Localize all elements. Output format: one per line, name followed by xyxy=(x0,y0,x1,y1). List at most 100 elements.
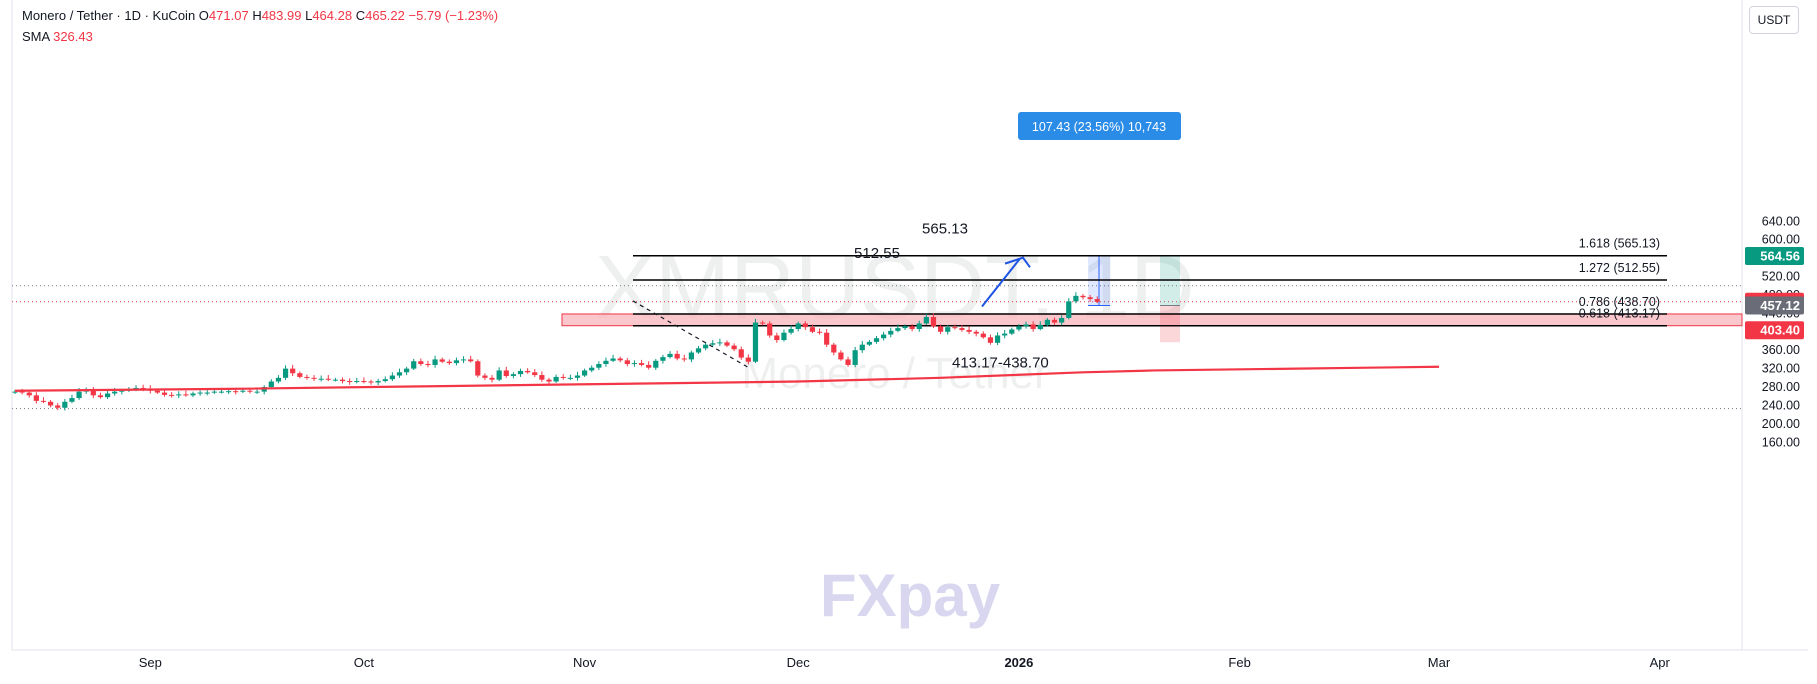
candle[interactable] xyxy=(1030,321,1036,332)
candle[interactable] xyxy=(460,356,467,364)
candle[interactable] xyxy=(1059,315,1065,326)
candle[interactable] xyxy=(1080,294,1086,300)
candle[interactable] xyxy=(959,324,965,332)
sma-polyline[interactable] xyxy=(14,365,1440,392)
candle[interactable] xyxy=(930,313,937,329)
candle[interactable] xyxy=(297,371,303,379)
candle[interactable] xyxy=(553,374,559,383)
candle[interactable] xyxy=(681,354,687,362)
candle[interactable] xyxy=(802,321,808,330)
position-target-zone[interactable] xyxy=(1160,256,1180,306)
candle[interactable] xyxy=(895,324,901,333)
candle[interactable] xyxy=(1094,296,1100,304)
candle[interactable] xyxy=(738,346,744,360)
candle[interactable] xyxy=(816,328,823,335)
candle[interactable] xyxy=(275,375,282,384)
candle[interactable] xyxy=(468,355,474,363)
candle[interactable] xyxy=(389,372,395,382)
candle[interactable] xyxy=(339,377,346,384)
candle[interactable] xyxy=(311,375,317,382)
candle[interactable] xyxy=(489,375,495,383)
candle[interactable] xyxy=(824,329,830,347)
candle[interactable] xyxy=(752,318,759,364)
candle[interactable] xyxy=(1023,321,1029,329)
candle[interactable] xyxy=(325,375,331,382)
candle[interactable] xyxy=(1044,317,1050,327)
candle[interactable] xyxy=(909,323,915,332)
candle[interactable] xyxy=(788,325,794,335)
candle[interactable] xyxy=(161,390,168,397)
candle[interactable] xyxy=(546,377,552,385)
candle[interactable] xyxy=(347,378,353,385)
candle[interactable] xyxy=(1009,327,1015,336)
candle[interactable] xyxy=(40,397,47,404)
candle[interactable] xyxy=(1051,317,1058,325)
candle[interactable] xyxy=(318,375,324,382)
zone-rect[interactable] xyxy=(561,313,1743,327)
candle[interactable] xyxy=(361,377,367,384)
candle[interactable] xyxy=(432,355,438,368)
candle[interactable] xyxy=(1066,298,1072,320)
candle[interactable] xyxy=(589,365,595,373)
candle[interactable] xyxy=(631,360,638,367)
candle[interactable] xyxy=(268,379,274,389)
candle[interactable] xyxy=(282,365,289,381)
candle[interactable] xyxy=(809,324,816,334)
position-stop-zone[interactable] xyxy=(1160,305,1180,343)
candle[interactable] xyxy=(517,368,524,377)
candle[interactable] xyxy=(966,326,972,335)
candle[interactable] xyxy=(945,324,951,335)
candle[interactable] xyxy=(190,391,196,398)
candle[interactable] xyxy=(482,373,488,381)
candle[interactable] xyxy=(368,379,374,385)
candle[interactable] xyxy=(660,354,666,364)
candle[interactable] xyxy=(439,357,445,364)
candle[interactable] xyxy=(574,371,581,381)
candle[interactable] xyxy=(674,350,680,361)
candle[interactable] xyxy=(710,340,716,347)
candle[interactable] xyxy=(69,394,75,404)
candle[interactable] xyxy=(987,334,994,345)
candle[interactable] xyxy=(496,367,502,382)
candle[interactable] xyxy=(596,361,602,371)
candle[interactable] xyxy=(1037,321,1043,331)
candle[interactable] xyxy=(760,320,766,326)
candle[interactable] xyxy=(510,372,516,379)
candle[interactable] xyxy=(888,327,894,338)
candle[interactable] xyxy=(724,340,730,347)
candle[interactable] xyxy=(97,392,104,399)
candle[interactable] xyxy=(688,350,694,363)
candle[interactable] xyxy=(411,358,417,371)
candle[interactable] xyxy=(475,359,481,378)
candle[interactable] xyxy=(382,376,388,383)
candle[interactable] xyxy=(375,378,381,386)
candle[interactable] xyxy=(33,392,39,404)
candle[interactable] xyxy=(404,366,410,376)
candle[interactable] xyxy=(973,329,979,337)
candle[interactable] xyxy=(560,374,566,380)
candle[interactable] xyxy=(169,392,175,398)
candle[interactable] xyxy=(916,320,922,332)
candle[interactable] xyxy=(667,351,673,359)
candle[interactable] xyxy=(838,350,844,361)
candle[interactable] xyxy=(646,361,652,370)
candle[interactable] xyxy=(62,399,68,411)
candle[interactable] xyxy=(774,332,780,343)
candle[interactable] xyxy=(503,366,509,378)
candle[interactable] xyxy=(703,341,709,351)
candle[interactable] xyxy=(90,387,96,399)
candle[interactable] xyxy=(183,390,189,397)
candle[interactable] xyxy=(866,340,872,347)
candle[interactable] xyxy=(55,403,61,411)
candle[interactable] xyxy=(290,364,296,376)
candle[interactable] xyxy=(859,340,865,353)
candle[interactable] xyxy=(446,359,452,365)
candle[interactable] xyxy=(831,342,837,356)
candle[interactable] xyxy=(418,358,424,366)
candle[interactable] xyxy=(425,360,431,368)
candle[interactable] xyxy=(197,390,203,396)
candle[interactable] xyxy=(453,357,460,366)
candle[interactable] xyxy=(923,313,929,325)
candle[interactable] xyxy=(938,324,944,335)
